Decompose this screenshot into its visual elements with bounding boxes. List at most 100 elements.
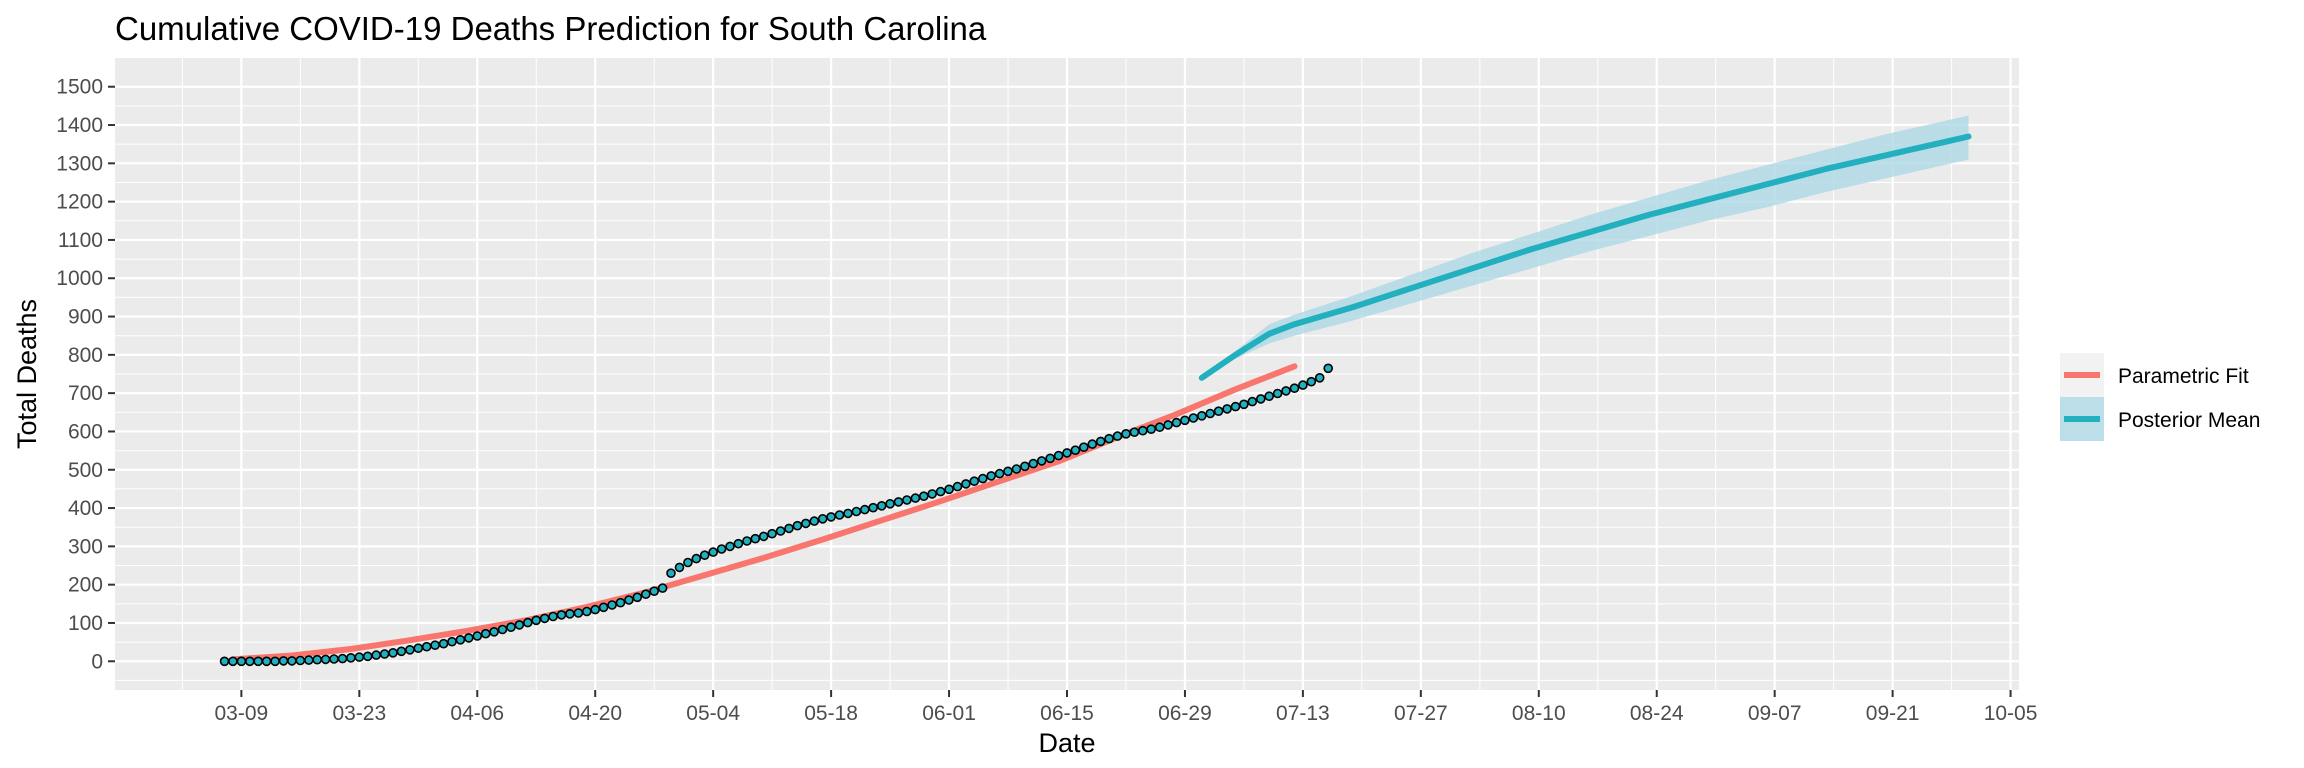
observed-point (1036, 456, 1047, 466)
x-tick-label: 07-27 (1394, 702, 1448, 725)
observed-point (489, 626, 499, 637)
observed-point (278, 656, 289, 666)
observed-point (522, 617, 533, 628)
observed-point (775, 526, 786, 536)
observed-point (413, 643, 424, 654)
observed-point (312, 654, 323, 665)
y-axis-title: Total Deaths (12, 299, 42, 449)
observed-point (800, 518, 811, 529)
observed-point (1222, 404, 1232, 414)
observed-point (1188, 413, 1199, 423)
observed-point (354, 652, 365, 662)
observed-point (219, 656, 230, 667)
observed-point (1205, 408, 1215, 419)
observed-point (809, 516, 820, 526)
observed-point (438, 638, 449, 649)
x-tick-label: 08-10 (1512, 702, 1566, 725)
observed-point (1020, 461, 1030, 472)
y-tick-label: 100 (68, 612, 103, 635)
observed-point (346, 652, 356, 663)
observed-point (598, 602, 609, 613)
observed-point (1062, 448, 1072, 458)
posterior-mean-line (1198, 133, 1972, 381)
observed-point (388, 647, 398, 658)
observed-point (1154, 422, 1165, 433)
observed-point (362, 651, 373, 662)
observed-point (295, 655, 306, 666)
observed-point (1298, 380, 1308, 390)
observed-point (927, 489, 938, 499)
x-tick-label: 04-20 (568, 702, 622, 725)
observed-point (337, 653, 348, 664)
observed-point (683, 557, 693, 568)
observed-point (952, 481, 963, 492)
observed-point (902, 495, 912, 505)
observed-point (615, 597, 626, 608)
y-tick-label: 500 (68, 459, 103, 482)
observed-point (851, 506, 862, 517)
observed-point (1272, 388, 1283, 399)
observed-point (657, 583, 668, 593)
observed-point (1247, 396, 1258, 407)
y-tick-label: 1100 (58, 229, 103, 252)
observed-point (1070, 445, 1081, 456)
observed-point (455, 634, 466, 645)
observed-point (977, 473, 988, 484)
observed-point (961, 479, 971, 489)
y-tick-label: 400 (68, 497, 103, 520)
observed-point (817, 513, 828, 524)
observed-point (767, 528, 777, 539)
observed-point (287, 656, 297, 666)
observed-point (935, 486, 946, 497)
y-tick-label: 1400 (56, 114, 103, 137)
observed-point (624, 595, 634, 605)
y-tick-label: 600 (68, 420, 103, 443)
y-tick-label: 200 (68, 574, 103, 597)
observed-point (1028, 458, 1039, 469)
observed-point (1289, 383, 1300, 394)
observed-point (1239, 399, 1249, 410)
observed-point (556, 610, 567, 620)
observed-point (649, 586, 660, 597)
x-tick-label: 05-18 (804, 702, 858, 725)
observed-point (1104, 433, 1114, 444)
observed-point (1306, 376, 1317, 387)
observed-point (396, 646, 407, 657)
observed-point (303, 655, 314, 665)
x-tick-label: 03-09 (215, 702, 269, 725)
observed-point (1314, 372, 1325, 383)
observed-point (1011, 464, 1022, 474)
y-tick-label: 1200 (56, 191, 103, 214)
observed-point (245, 656, 255, 667)
observed-point (1323, 363, 1333, 374)
x-tick-label: 06-01 (922, 702, 976, 725)
observed-point (405, 644, 415, 655)
observed-point (758, 531, 769, 542)
observed-point (573, 608, 584, 618)
x-axis: 03-09 03-23 04-06 04-20 05-04 05-18 06-01 06-15… (215, 690, 2037, 725)
observed-point (986, 471, 997, 481)
observed-point (1213, 406, 1224, 417)
observed-point (320, 654, 331, 665)
observed-point (480, 628, 491, 639)
x-tick-label: 06-29 (1158, 702, 1212, 725)
observed-point (329, 654, 339, 664)
observed-point (1163, 420, 1173, 430)
x-tick-label: 03-23 (332, 702, 386, 725)
observed-point (1264, 391, 1274, 402)
observed-point (531, 615, 542, 626)
observed-point (716, 544, 727, 554)
y-tick-label: 1000 (56, 267, 103, 290)
observed-point (447, 636, 457, 647)
y-tick-label: 0 (91, 650, 103, 673)
observed-point (253, 656, 264, 667)
observed-point (472, 631, 483, 641)
observed-point (1112, 431, 1123, 441)
observed-point (1180, 415, 1190, 426)
observed-point (632, 592, 643, 603)
observed-point (1256, 394, 1266, 404)
observed-point (674, 562, 685, 573)
observed-point (733, 538, 744, 549)
x-axis-title: Date (1038, 728, 1095, 758)
